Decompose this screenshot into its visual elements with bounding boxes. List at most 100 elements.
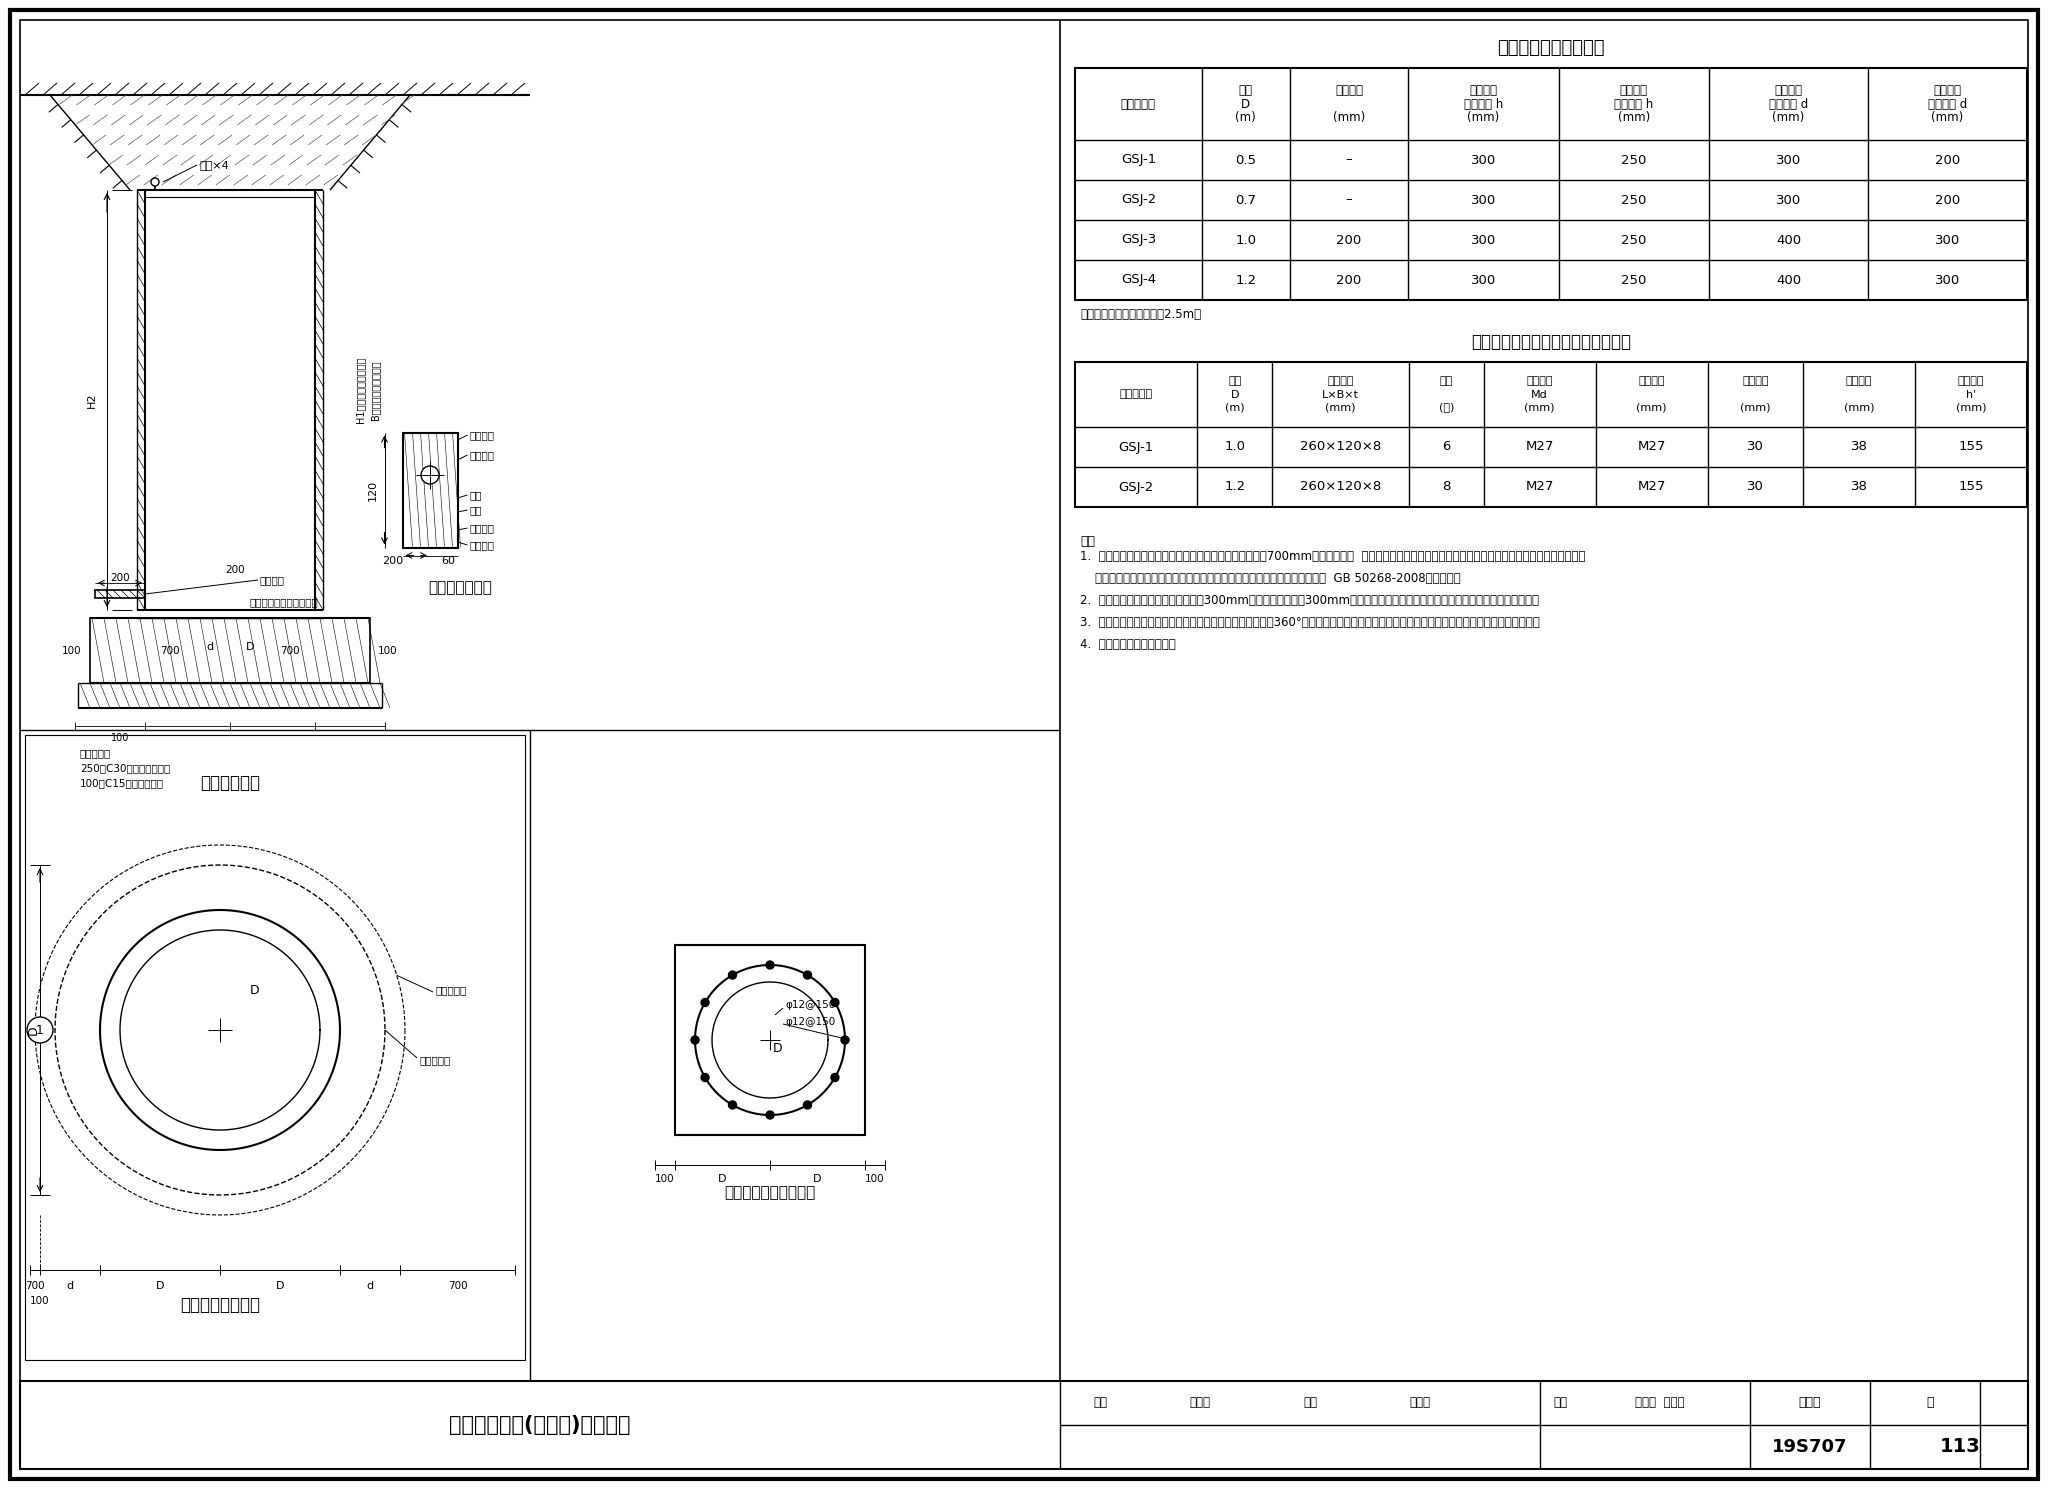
Text: (mm): (mm): [1524, 402, 1554, 412]
Text: 倪中华: 倪中华: [1409, 1397, 1430, 1410]
Text: 格栅井地脚压板胀锚螺栓材料明细表: 格栅井地脚压板胀锚螺栓材料明细表: [1470, 334, 1630, 351]
Text: 件量: 件量: [1440, 377, 1452, 387]
Bar: [403, 432, 457, 548]
Text: GSJ-1: GSJ-1: [1120, 153, 1155, 167]
Text: (mm): (mm): [1772, 110, 1804, 124]
Text: d: d: [367, 1281, 373, 1291]
Text: 格居池基础底板配筋图: 格居池基础底板配筋图: [725, 1185, 815, 1200]
Circle shape: [27, 1017, 53, 1042]
Text: 200: 200: [1337, 234, 1362, 247]
Text: 格栅井型号: 格栅井型号: [1120, 97, 1155, 110]
Text: 30: 30: [1747, 441, 1763, 454]
Text: 300: 300: [1935, 274, 1960, 286]
Circle shape: [729, 1100, 737, 1109]
Text: 格居池平面布置图: 格居池平面布置图: [180, 1295, 260, 1313]
Text: D: D: [156, 1281, 164, 1291]
Text: (mm): (mm): [1466, 110, 1499, 124]
Text: 400: 400: [1776, 234, 1800, 247]
Text: 胀锚螺栓: 胀锚螺栓: [469, 430, 494, 441]
Text: 埋地立式池体(格居井)基础做法: 埋地立式池体(格居井)基础做法: [449, 1415, 631, 1435]
Circle shape: [803, 971, 811, 980]
Text: φ12@150: φ12@150: [784, 1001, 836, 1010]
Text: 校对: 校对: [1303, 1397, 1317, 1410]
Text: 100: 100: [61, 646, 82, 655]
Text: 基础高度: 基础高度: [1620, 85, 1649, 97]
Text: 设计: 设计: [1552, 1397, 1567, 1410]
Circle shape: [729, 971, 737, 980]
Text: 30: 30: [1747, 481, 1763, 493]
Text: 胀锚螺栓: 胀锚螺栓: [1526, 377, 1552, 387]
Text: 300: 300: [1935, 234, 1960, 247]
Text: 300: 300: [1470, 234, 1495, 247]
Text: 格栅井型号: 格栅井型号: [1120, 390, 1153, 399]
Text: H2: H2: [86, 392, 96, 408]
Bar: [25, 736, 524, 1359]
Text: 100厚C15素混凝土垫层: 100厚C15素混凝土垫层: [80, 777, 164, 788]
Text: 155: 155: [1958, 441, 1985, 454]
Text: 1.0: 1.0: [1235, 234, 1255, 247]
Circle shape: [766, 960, 774, 969]
Text: 300: 300: [1470, 274, 1495, 286]
Text: 250厚C30钢筋混凝土基础: 250厚C30钢筋混凝土基础: [80, 762, 170, 773]
Text: 155: 155: [1958, 481, 1985, 493]
Text: GSJ-4: GSJ-4: [1120, 274, 1155, 286]
Text: 与基础采用膨胀螺栓连接: 与基础采用膨胀螺栓连接: [250, 597, 319, 608]
Circle shape: [700, 1074, 709, 1081]
Text: 压脚钢板: 压脚钢板: [1327, 377, 1354, 387]
Text: 1.2: 1.2: [1235, 274, 1255, 286]
Bar: [1075, 68, 2028, 299]
Text: 113: 113: [1939, 1437, 1980, 1456]
Text: 100: 100: [655, 1173, 674, 1184]
Text: (mm): (mm): [1325, 402, 1356, 412]
Text: 压脚钢板: 压脚钢板: [260, 575, 285, 585]
Text: 有地下水 h: 有地下水 h: [1464, 97, 1503, 110]
Text: 260×120×8: 260×120×8: [1300, 481, 1380, 493]
Text: 700: 700: [160, 646, 180, 655]
Text: D: D: [813, 1173, 821, 1184]
Text: 60: 60: [440, 557, 455, 566]
Text: M27: M27: [1526, 481, 1554, 493]
Text: D: D: [250, 984, 260, 996]
Text: 无地下水 h: 无地下水 h: [1614, 97, 1653, 110]
Text: 100: 100: [864, 1173, 885, 1184]
Text: 250: 250: [1622, 274, 1647, 286]
Circle shape: [152, 179, 160, 186]
Text: GSJ-1: GSJ-1: [1118, 441, 1153, 454]
Text: 100: 100: [31, 1295, 49, 1306]
Text: 6: 6: [1442, 441, 1450, 454]
Text: L×B×t: L×B×t: [1321, 390, 1360, 399]
Text: D: D: [774, 1041, 782, 1054]
Text: 700: 700: [449, 1281, 467, 1291]
Text: 3.  沿罐体底板外沿一周设置压脚钢板，数量参考国标标兰，360°均匀布置。压脚钢板和基础之间采用膨胀螺栓连接，螺栓孔紧贴板外沿布置。: 3. 沿罐体底板外沿一周设置压脚钢板，数量参考国标标兰，360°均匀布置。压脚钢…: [1079, 616, 1540, 630]
Circle shape: [831, 1074, 840, 1081]
Text: 1.2: 1.2: [1225, 481, 1245, 493]
Text: 垫圈: 垫圈: [469, 505, 481, 515]
Text: h': h': [1966, 390, 1976, 399]
Text: H1（格栅池罐体高度）: H1（格栅池罐体高度）: [354, 357, 365, 423]
Text: 4.  格栅池吊耳为工厂预制。: 4. 格栅池吊耳为工厂预制。: [1079, 639, 1176, 652]
Text: 马丹丹  马力平: 马丹丹 马力平: [1634, 1397, 1686, 1410]
Text: 300: 300: [1776, 153, 1800, 167]
Text: 0.5: 0.5: [1235, 153, 1255, 167]
Text: 基础飞边: 基础飞边: [1774, 85, 1802, 97]
Bar: [20, 1380, 2028, 1470]
Text: D: D: [719, 1173, 727, 1184]
Text: D: D: [27, 1026, 39, 1035]
Text: 260×120×8: 260×120×8: [1300, 441, 1380, 454]
Text: 300: 300: [1470, 194, 1495, 207]
Text: –: –: [1346, 153, 1352, 167]
Text: 有地下水 d: 有地下水 d: [1769, 97, 1808, 110]
Text: 基础高度: 基础高度: [1468, 85, 1497, 97]
Text: (mm): (mm): [1843, 402, 1874, 412]
Circle shape: [422, 466, 438, 484]
Text: 38: 38: [1851, 481, 1868, 493]
Text: 1.  基坑底尺寸应满足施工操作要求。罐体四周应有不小于700mm的操作面。应  根据土质情况、基坑深度等对边坡采取防护措施，确保施工安全。基坑放: 1. 基坑底尺寸应满足施工操作要求。罐体四周应有不小于700mm的操作面。应 根…: [1079, 551, 1585, 563]
Circle shape: [831, 999, 840, 1007]
Text: 基坑底范围: 基坑底范围: [420, 1056, 451, 1065]
Text: (mm): (mm): [1931, 110, 1964, 124]
Text: (mm): (mm): [1333, 110, 1366, 124]
Text: 钻孔深度: 钻孔深度: [1958, 377, 1985, 387]
Circle shape: [803, 1100, 811, 1109]
Text: 压脚钢板: 压脚钢板: [469, 450, 494, 460]
Text: d: d: [207, 642, 213, 652]
